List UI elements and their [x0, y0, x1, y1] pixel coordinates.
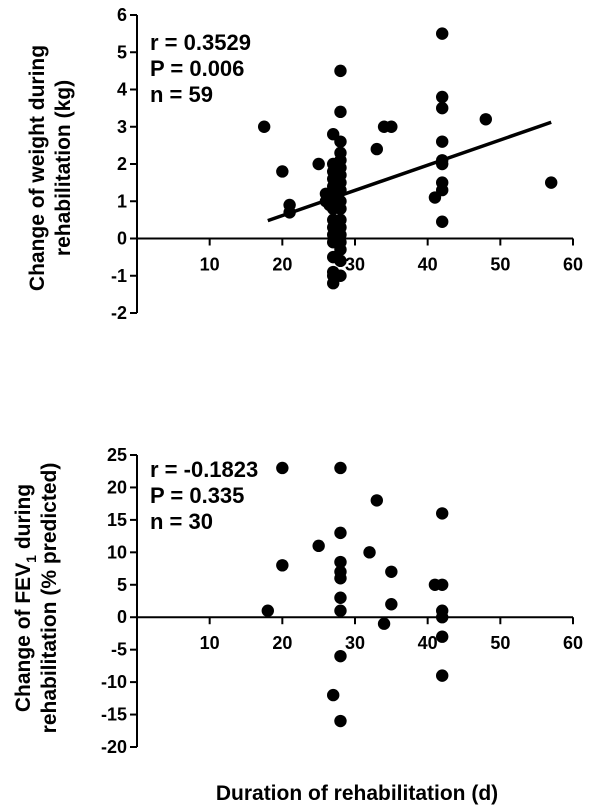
data-point: [334, 591, 347, 604]
data-point: [334, 604, 347, 617]
stat-r: r = 0.3529: [150, 30, 251, 55]
data-point: [545, 176, 558, 189]
x-tick-label: 20: [272, 633, 292, 653]
data-point: [334, 105, 347, 119]
data-point: [334, 714, 347, 728]
data-point: [479, 113, 492, 126]
data-point: [327, 688, 340, 702]
weight-change-scatter: Change of weight during rehabilitation (…: [26, 5, 583, 323]
fev1-change-scatter: Change of FEV1 during rehabilitation (% …: [12, 445, 583, 805]
data-point: [385, 565, 398, 578]
data-point: [436, 578, 449, 591]
stat-n: n = 59: [150, 82, 213, 107]
data-point: [385, 120, 398, 133]
x-axis-title: Duration of rehabilitation (d): [216, 782, 498, 805]
y-tick-label: 2: [117, 154, 127, 174]
stat-r: r = -0.1823: [150, 457, 258, 482]
data-point: [334, 64, 347, 78]
data-point: [283, 206, 296, 219]
y-tick-label: 3: [117, 117, 127, 137]
y-tick-label: -5: [111, 640, 127, 660]
x-tick-label: 10: [200, 255, 220, 275]
data-point: [334, 183, 347, 197]
x-tick-label: 10: [200, 633, 220, 653]
y-tick-label: 5: [117, 575, 127, 595]
y-tick-label: 6: [117, 5, 127, 25]
x-tick-label: 40: [418, 633, 438, 653]
x-tick-label: 20: [272, 255, 292, 275]
y-tick-label: -15: [101, 705, 127, 725]
data-point: [436, 157, 449, 171]
data-point: [334, 202, 347, 215]
y-tick-label: -2: [111, 303, 127, 323]
x-tick-label: 50: [490, 633, 510, 653]
data-point: [436, 90, 449, 104]
stat-p: P = 0.335: [150, 483, 244, 508]
data-point: [436, 669, 449, 682]
data-point: [436, 101, 449, 115]
data-point: [312, 157, 325, 171]
y-tick-label: -10: [101, 672, 127, 692]
x-tick-label: 60: [563, 255, 583, 275]
data-point: [334, 572, 347, 585]
data-point: [257, 120, 271, 133]
data-point: [334, 243, 347, 256]
x-tick-label: 40: [418, 255, 438, 275]
y-tick-label: 25: [107, 445, 127, 465]
data-point: [334, 135, 347, 148]
y-tick-label: 0: [117, 607, 127, 627]
stat-p: P = 0.006: [150, 56, 244, 81]
data-point: [334, 526, 347, 540]
x-tick-label: 50: [490, 255, 510, 275]
y-tick-label: 15: [107, 510, 127, 530]
y-tick-label: 5: [117, 42, 127, 62]
data-point: [436, 27, 449, 40]
data-point: [334, 461, 347, 475]
data-point: [334, 555, 347, 569]
data-point: [377, 617, 391, 630]
data-point: [334, 254, 347, 268]
data-point: [370, 494, 383, 507]
data-point: [436, 135, 449, 148]
data-point: [436, 507, 449, 520]
y-axis-title-line1: Change of weight during: [26, 45, 49, 291]
y-tick-label: 10: [107, 542, 127, 562]
data-point: [363, 546, 376, 559]
data-point: [436, 183, 449, 197]
data-point: [436, 630, 449, 643]
data-point: [334, 649, 347, 663]
data-point: [276, 559, 289, 572]
y-tick-label: -20: [101, 737, 127, 757]
data-point: [370, 142, 383, 156]
x-tick-label: 60: [563, 633, 583, 653]
data-point: [261, 604, 274, 617]
x-tick-label: 30: [345, 633, 365, 653]
data-point: [436, 215, 449, 228]
data-point: [276, 461, 289, 475]
data-point: [436, 611, 449, 624]
regression-line: [267, 120, 552, 223]
y-tick-label: -1: [111, 266, 127, 286]
data-point: [334, 269, 347, 282]
data-point: [312, 539, 325, 553]
data-point: [276, 165, 289, 178]
data-point: [385, 598, 398, 611]
y-tick-label: 20: [107, 477, 127, 497]
y-axis-title-line1: Change of FEV1 during: [12, 484, 39, 712]
x-tick-label: 30: [345, 255, 365, 275]
y-axis-title-line2: rehabilitation (kg): [52, 80, 75, 256]
y-axis-title-line2: rehabilitation (% predicted): [38, 463, 61, 734]
y-tick-label: 1: [117, 191, 127, 211]
y-tick-label: 0: [117, 229, 127, 249]
stat-n: n = 30: [150, 509, 213, 534]
y-tick-label: 4: [117, 80, 127, 100]
